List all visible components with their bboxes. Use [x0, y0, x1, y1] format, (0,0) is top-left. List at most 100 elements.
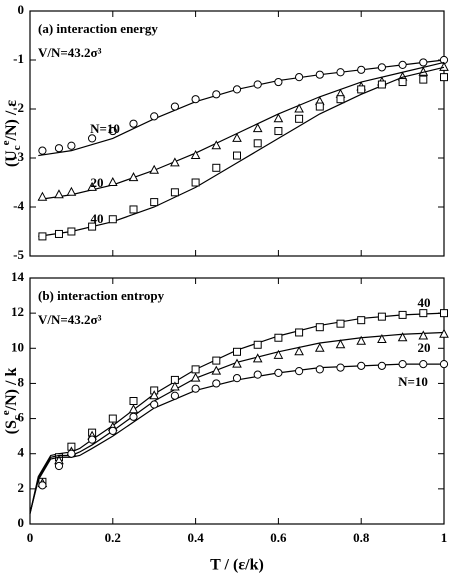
circle-marker: [232, 85, 242, 94]
y-tick-label: -4: [13, 198, 24, 213]
triangle-marker: [170, 157, 180, 167]
circle-marker: [212, 90, 221, 99]
circle-marker: [67, 141, 76, 150]
y-axis-label-part: c: [11, 415, 23, 420]
y-axis-label-part: e: [0, 140, 12, 145]
circle-marker: [170, 391, 179, 400]
square-marker: [233, 347, 241, 356]
triangle-marker: [232, 132, 242, 142]
square-marker: [357, 85, 366, 94]
circle-marker: [315, 70, 324, 79]
y-tick-label: 6: [18, 410, 25, 425]
circle-marker: [377, 63, 386, 72]
x-tick-label: 1: [441, 530, 448, 545]
panel-title: (a) interaction energy: [38, 21, 158, 36]
circle-marker: [295, 73, 304, 82]
y-axis-label-part: (S: [3, 420, 20, 434]
y-axis-label-part: e: [0, 410, 12, 415]
series-label: 20: [91, 175, 104, 190]
triangle-marker: [273, 349, 284, 359]
panel-subtitle: V/N=43.2σ³: [38, 45, 102, 60]
square-marker: [253, 139, 262, 148]
series-label: 40: [91, 211, 104, 226]
square-marker: [377, 80, 386, 89]
triangle-marker: [211, 140, 222, 150]
square-marker: [295, 114, 304, 123]
y-tick-label: 4: [18, 445, 25, 460]
y-tick-label: 14: [11, 269, 25, 284]
series-label: N=10: [398, 374, 428, 389]
square-marker: [129, 397, 138, 405]
square-marker: [274, 333, 283, 342]
circle-marker: [38, 481, 47, 490]
circle-marker: [336, 68, 345, 77]
square-marker: [233, 151, 241, 160]
y-tick-label: -2: [13, 100, 24, 115]
triangle-marker: [37, 191, 48, 201]
square-marker: [129, 205, 138, 214]
square-marker: [191, 178, 200, 187]
y-tick-label: 10: [11, 339, 24, 354]
y-tick-label: -5: [13, 247, 24, 262]
panel-subtitle: V/N=43.2σ³: [38, 312, 102, 327]
circle-marker: [54, 461, 64, 471]
square-marker: [295, 328, 304, 337]
circle-marker: [274, 368, 283, 377]
y-tick-label: 0: [18, 515, 25, 530]
square-marker: [336, 319, 345, 328]
circle-marker: [295, 367, 304, 376]
circle-marker: [398, 360, 407, 369]
circle-marker: [419, 58, 428, 67]
triangle-marker: [232, 358, 242, 368]
circle-marker: [419, 360, 428, 369]
triangle-marker: [294, 346, 304, 356]
square-marker: [54, 229, 63, 238]
y-axis-label-part: /N) / k: [3, 368, 20, 412]
fit-curve: [38, 66, 445, 237]
triangle-marker: [170, 381, 180, 391]
circle-marker: [108, 126, 117, 136]
triangle-marker: [377, 333, 387, 343]
triangle-marker: [87, 181, 97, 191]
square-marker: [336, 95, 345, 104]
circle-marker: [232, 374, 242, 383]
circle-marker: [129, 412, 138, 421]
triangle-marker: [54, 189, 64, 199]
circle-marker: [357, 361, 366, 370]
square-marker: [398, 78, 407, 87]
circle-marker: [54, 144, 64, 153]
triangle-marker: [190, 372, 201, 382]
y-tick-label: -1: [13, 51, 24, 66]
y-axis-label-part: (U: [3, 150, 20, 167]
triangle-marker: [439, 61, 449, 71]
square-marker: [274, 127, 283, 136]
triangle-marker: [252, 353, 263, 363]
circle-marker: [38, 146, 47, 155]
triangle-marker: [107, 176, 118, 186]
circle-marker: [336, 363, 345, 372]
square-marker: [88, 222, 97, 231]
square-marker: [419, 309, 428, 318]
circle-marker: [253, 370, 262, 379]
x-tick-label: 0.2: [105, 530, 121, 545]
circle-marker: [439, 360, 449, 369]
triangle-marker: [128, 172, 139, 182]
y-axis-label: (Uce/N) / ε: [0, 100, 23, 167]
square-marker: [170, 188, 179, 197]
square-marker: [108, 414, 117, 423]
square-marker: [212, 163, 221, 172]
triangle-marker: [335, 339, 346, 349]
circle-marker: [398, 60, 407, 70]
x-tick-label: 0.4: [187, 530, 204, 545]
plot-frame: [29, 10, 445, 257]
square-marker: [315, 323, 324, 332]
square-marker: [440, 309, 448, 318]
circle-marker: [191, 384, 200, 393]
circle-marker: [357, 65, 366, 74]
triangle-marker: [128, 404, 139, 414]
panel-title: (b) interaction entropy: [38, 288, 165, 303]
circle-marker: [212, 379, 221, 388]
triangle-marker: [294, 103, 304, 113]
plot-frame: [29, 277, 445, 525]
